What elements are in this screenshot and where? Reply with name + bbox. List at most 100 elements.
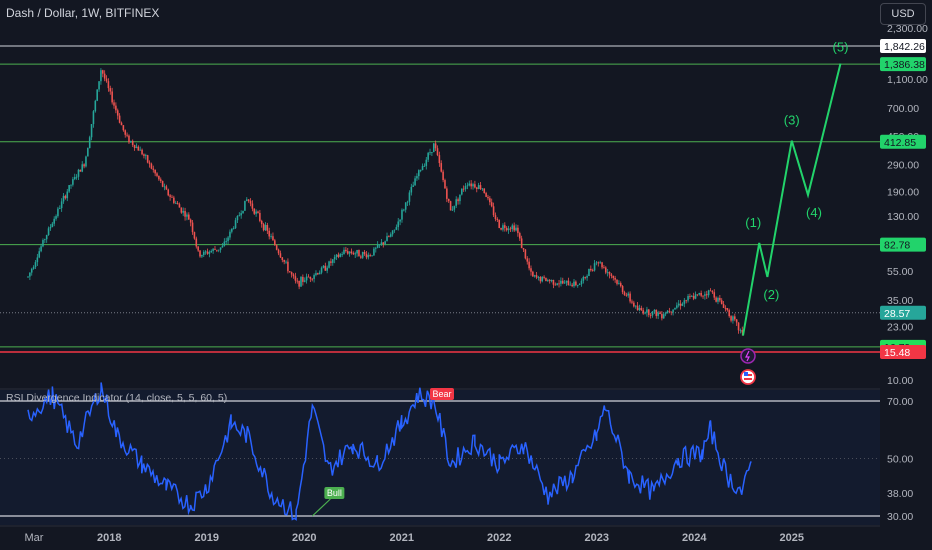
candle-body: [128, 135, 130, 143]
candle-body: [214, 248, 216, 250]
candle-body: [367, 255, 370, 258]
wave-label: (2): [763, 287, 779, 302]
candle-body: [606, 272, 609, 273]
candle-body: [350, 251, 353, 254]
time-axis-bg[interactable]: [0, 526, 880, 550]
bear-tag: [430, 388, 454, 400]
candle-body: [159, 179, 162, 181]
candle-body: [251, 203, 254, 209]
candle-body: [464, 186, 467, 190]
candle-body: [324, 265, 327, 271]
price-axis-bg[interactable]: [880, 0, 932, 550]
candle-body: [360, 256, 362, 258]
candle-body: [122, 125, 125, 131]
candle-body: [724, 307, 727, 309]
candle-body: [730, 316, 732, 321]
candle-body: [58, 208, 61, 209]
candle-body: [371, 255, 373, 257]
candle-body: [277, 249, 280, 254]
price-level-label: 1,842.26: [884, 41, 925, 53]
time-axis-label: 2020: [292, 532, 316, 544]
candle-body: [567, 280, 570, 286]
price-axis-label: 290.00: [887, 159, 919, 171]
candle-body: [146, 155, 149, 163]
candle-body: [365, 253, 368, 258]
candle-body: [206, 251, 209, 254]
candle-body: [131, 140, 134, 145]
candle-body: [692, 296, 695, 299]
candle-body: [45, 235, 48, 240]
candle-body: [436, 148, 439, 156]
candle-body: [165, 186, 168, 190]
candle-body: [661, 314, 663, 319]
candle-body: [584, 277, 587, 278]
candle-body: [599, 262, 601, 264]
candle-body: [51, 223, 54, 228]
candle-body: [634, 305, 637, 307]
candle-body: [320, 267, 323, 273]
price-axis-label: 1,100.00: [887, 74, 928, 86]
candle-body: [481, 188, 484, 190]
candle-body: [290, 272, 293, 275]
candle-body: [532, 271, 534, 277]
candle-body: [111, 91, 113, 103]
candle-body: [685, 300, 687, 302]
candle-body: [223, 241, 226, 246]
currency-button[interactable]: USD: [880, 3, 926, 25]
candle-body: [92, 111, 95, 125]
candle-body: [603, 267, 605, 269]
candle-body: [335, 254, 338, 258]
candle-body: [298, 280, 300, 287]
candle-body: [382, 242, 385, 245]
flash-event-icon[interactable]: [740, 348, 756, 364]
candle-body: [438, 155, 441, 164]
candle-body: [509, 228, 512, 230]
candle-body: [85, 156, 87, 167]
candle-body: [535, 275, 538, 278]
candle-body: [586, 276, 588, 278]
candle-body: [238, 215, 241, 217]
candle-body: [421, 166, 424, 171]
candle-body: [173, 197, 175, 203]
candle-body: [616, 279, 618, 284]
candle-body: [281, 257, 284, 260]
candle-body: [330, 261, 332, 263]
candle-body: [333, 257, 336, 260]
candle-body: [186, 214, 188, 217]
candle-body: [726, 308, 729, 311]
candle-body: [597, 262, 600, 264]
candle-body: [604, 267, 607, 273]
candle-body: [275, 245, 278, 250]
candle-body: [618, 283, 620, 284]
candle-body: [274, 240, 276, 246]
candle-body: [644, 312, 646, 314]
candle-body: [689, 296, 691, 297]
candle-body: [180, 207, 183, 213]
candle-body: [569, 284, 572, 286]
time-axis-label: 2023: [585, 532, 609, 544]
candle-body: [318, 272, 321, 275]
candle-body: [270, 236, 272, 238]
candle-body: [513, 225, 515, 231]
us-flag-icon[interactable]: [740, 369, 756, 385]
candle-body: [322, 265, 325, 268]
candle-body: [528, 261, 530, 269]
rsi-indicator-title[interactable]: RSI Divergence Indicator (14, close, 5, …: [6, 392, 228, 404]
candle-body: [268, 230, 271, 237]
candle-body: [386, 236, 388, 242]
candle-body: [434, 143, 437, 149]
candle-body: [302, 276, 304, 282]
candle-body: [361, 252, 364, 258]
candle-body: [34, 262, 37, 268]
candle-body: [627, 293, 630, 296]
price-level-label: 15.48: [884, 347, 910, 359]
candle-body: [429, 152, 431, 154]
price-axis-label: 700.00: [887, 103, 919, 115]
candle-body: [735, 319, 738, 323]
candle-body: [608, 272, 611, 275]
candle-body: [199, 250, 201, 257]
candle-body: [60, 201, 63, 209]
candle-body: [444, 180, 446, 189]
candle-body: [672, 309, 674, 313]
